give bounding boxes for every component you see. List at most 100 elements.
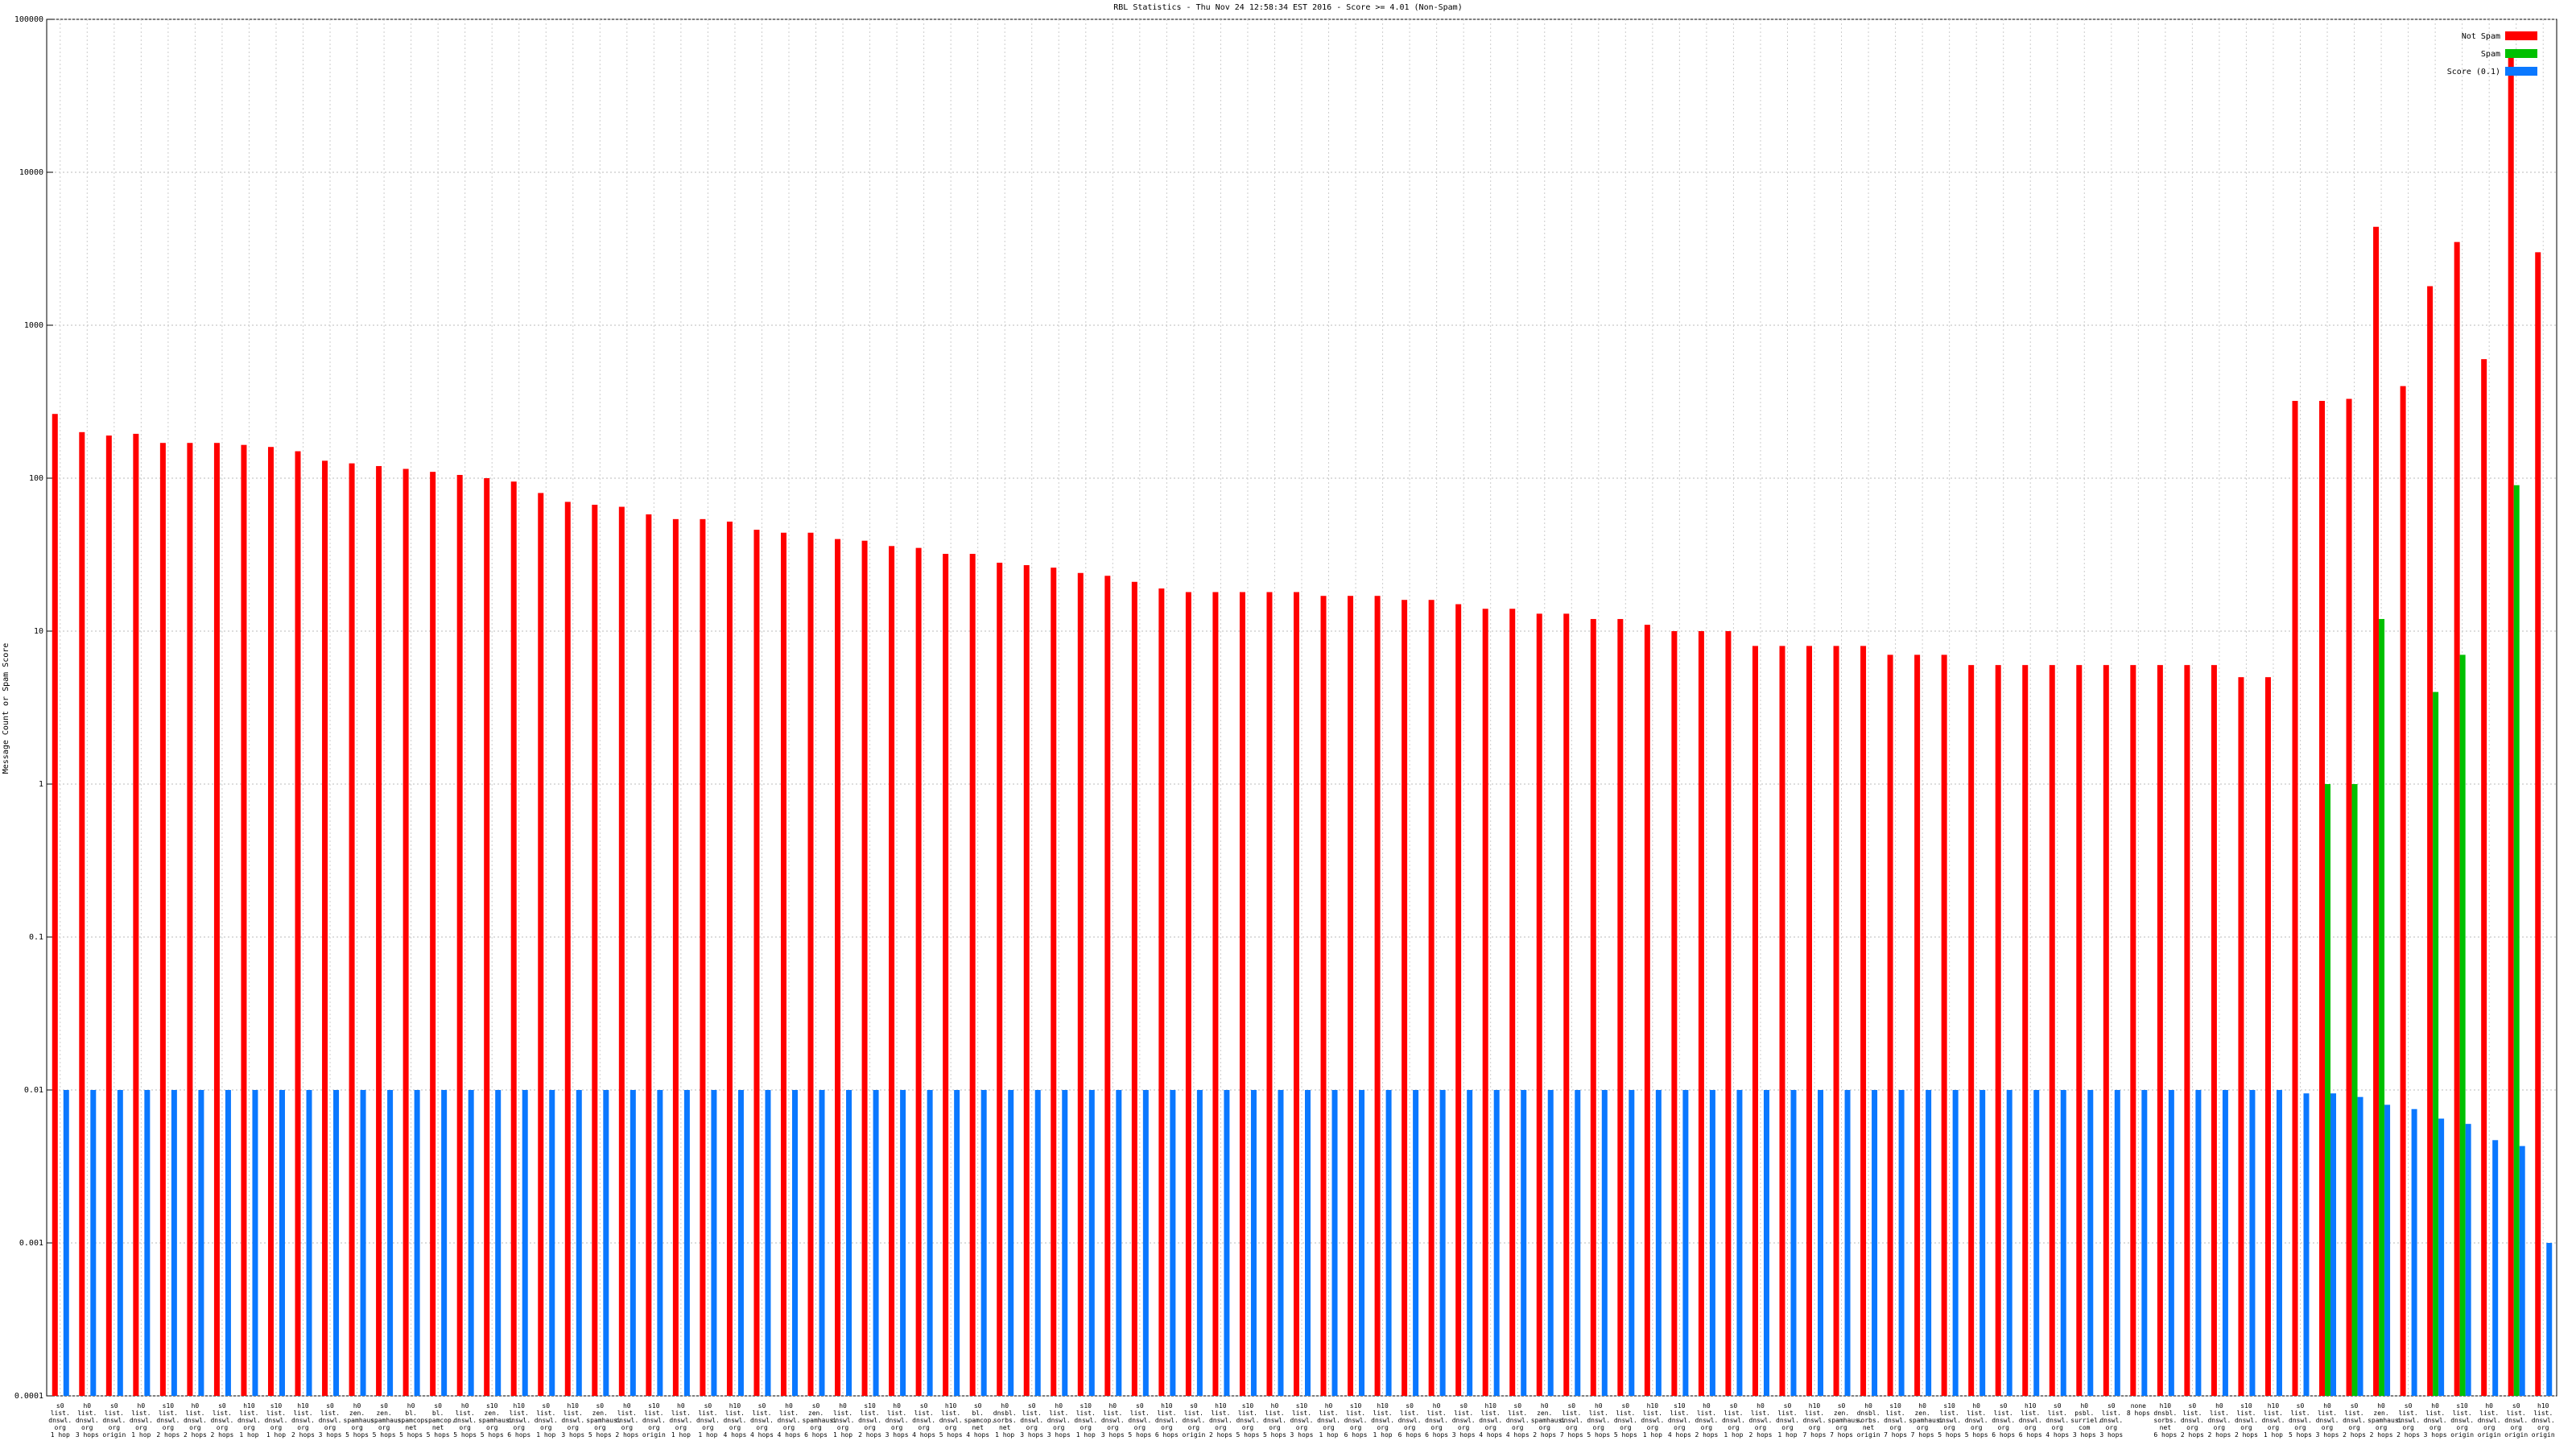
bar xyxy=(2546,1243,2553,1396)
bar xyxy=(295,451,301,1396)
bar xyxy=(2087,1090,2094,1396)
x-tick-label: h10 list. dnswl. org 1 hop xyxy=(1641,1402,1665,1439)
bar xyxy=(2400,386,2406,1396)
bar xyxy=(603,1090,609,1396)
bar xyxy=(198,1090,204,1396)
bar xyxy=(819,1090,825,1396)
bar xyxy=(1536,613,1542,1396)
bar xyxy=(52,414,58,1396)
bar xyxy=(79,431,85,1396)
bar xyxy=(2303,1093,2310,1396)
bar xyxy=(1725,631,1732,1396)
bar xyxy=(1331,1090,1338,1396)
bar xyxy=(2535,252,2541,1397)
bar xyxy=(2325,784,2331,1396)
bar xyxy=(726,521,733,1396)
bar xyxy=(2508,57,2514,1397)
bar xyxy=(2384,1104,2391,1396)
bar xyxy=(1185,592,1191,1396)
bar xyxy=(1617,618,1624,1396)
bar xyxy=(900,1090,906,1396)
bar xyxy=(1224,1090,1230,1396)
bar xyxy=(1413,1090,1419,1396)
bar xyxy=(1790,1090,1797,1396)
bar xyxy=(2238,677,2244,1396)
bar xyxy=(333,1090,340,1396)
bar xyxy=(1131,581,1137,1396)
bar xyxy=(1968,665,1975,1396)
bar xyxy=(2346,398,2352,1396)
bar xyxy=(1482,609,1488,1396)
x-tick-label: s0 list. dnswl. org 4 hops xyxy=(1505,1402,1530,1439)
bar xyxy=(1385,1090,1392,1396)
bar xyxy=(873,1090,879,1396)
bar xyxy=(1860,646,1867,1396)
x-tick-label: h10 dnsbl. sorbs. net 6 hops xyxy=(2153,1402,2178,1439)
bar xyxy=(1914,654,1921,1396)
bar xyxy=(2006,1090,2013,1396)
legend-label: Score (0.1) xyxy=(2447,68,2500,76)
y-tick-label: 10000 xyxy=(19,168,43,177)
x-tick-label: s10 list. dnswl. org 6 hops xyxy=(1344,1402,1368,1439)
x-tick-label: s0 list. dnswl. org 4 hops xyxy=(912,1402,936,1439)
bar xyxy=(915,547,922,1396)
x-tick-label: h0 zen. spamhaus. org 5 hops xyxy=(343,1402,378,1439)
bar xyxy=(2465,1124,2471,1396)
y-tick-label: 0.0001 xyxy=(14,1392,43,1401)
bar xyxy=(861,540,868,1396)
bar xyxy=(1806,646,1813,1396)
bar xyxy=(1590,618,1596,1396)
bar xyxy=(2454,242,2460,1396)
x-tick-label: s10 list. dnswl. org 5 hops xyxy=(1938,1402,1962,1439)
bar xyxy=(954,1090,960,1396)
bar xyxy=(430,472,436,1396)
bar xyxy=(2330,1093,2337,1396)
bar xyxy=(1250,1090,1257,1396)
x-tick-label: none 8 hops xyxy=(2126,1402,2150,1417)
bar xyxy=(846,1090,852,1396)
bar xyxy=(1428,600,1435,1396)
bar xyxy=(2249,1090,2256,1396)
bar xyxy=(1196,1090,1203,1396)
bar xyxy=(1833,646,1839,1396)
bar xyxy=(1763,1090,1769,1396)
bar xyxy=(646,514,652,1396)
x-tick-label: s0 list. dnswl. org 5 hops xyxy=(2289,1402,2312,1439)
bar xyxy=(105,436,112,1396)
bar xyxy=(376,465,382,1396)
bar xyxy=(1887,654,1893,1396)
bar xyxy=(618,506,625,1397)
bar xyxy=(1008,1090,1014,1396)
bar xyxy=(484,478,490,1396)
bar xyxy=(672,518,679,1396)
x-tick-label: h0 list. dnswl. org 3 hops xyxy=(1046,1402,1071,1439)
bar xyxy=(889,546,895,1397)
x-tick-label: s0 list. dnswl. org 6 hops xyxy=(1397,1402,1422,1439)
y-tick-label: 100000 xyxy=(14,15,43,24)
x-tick-label: h10 list. dnswl. org 6 hops xyxy=(507,1402,531,1439)
bar xyxy=(468,1090,474,1396)
x-tick-label: h0 list. dnswl. org 5 hops xyxy=(1263,1402,1286,1439)
x-tick-label: s0 list. dnswl. org 5 hops xyxy=(1128,1402,1152,1439)
bar xyxy=(753,530,760,1397)
bar xyxy=(927,1090,933,1396)
bar xyxy=(1455,604,1462,1396)
x-tick-label: s10 list. dnswl. org 2 hops xyxy=(156,1402,180,1439)
bar xyxy=(2211,665,2217,1396)
x-tick-label: h0 list. dnswl. org 3 hops xyxy=(1100,1402,1125,1439)
x-tick-label: h0 list. dnswl. org origin xyxy=(2477,1402,2501,1439)
x-tick-label: s10 list. dnswl. org origin xyxy=(2450,1402,2475,1439)
chart-title: RBL Statistics - Thu Nov 24 12:58:34 EST… xyxy=(1113,3,1462,12)
x-tick-label: h10 list. dnswl. org 2 hops xyxy=(291,1402,315,1439)
bar xyxy=(780,532,786,1396)
x-tick-label: h10 list. dnswl. org 4 hops xyxy=(1479,1402,1503,1439)
bar xyxy=(683,1090,690,1396)
bar xyxy=(2222,1090,2228,1396)
bar xyxy=(2184,665,2190,1396)
x-tick-label: s0 list. dnswl. org 1 hop xyxy=(1776,1402,1799,1439)
bar xyxy=(522,1090,528,1396)
bar xyxy=(1320,596,1327,1396)
bar xyxy=(1898,1090,1905,1396)
bar xyxy=(1088,1090,1095,1396)
bar xyxy=(241,444,247,1397)
